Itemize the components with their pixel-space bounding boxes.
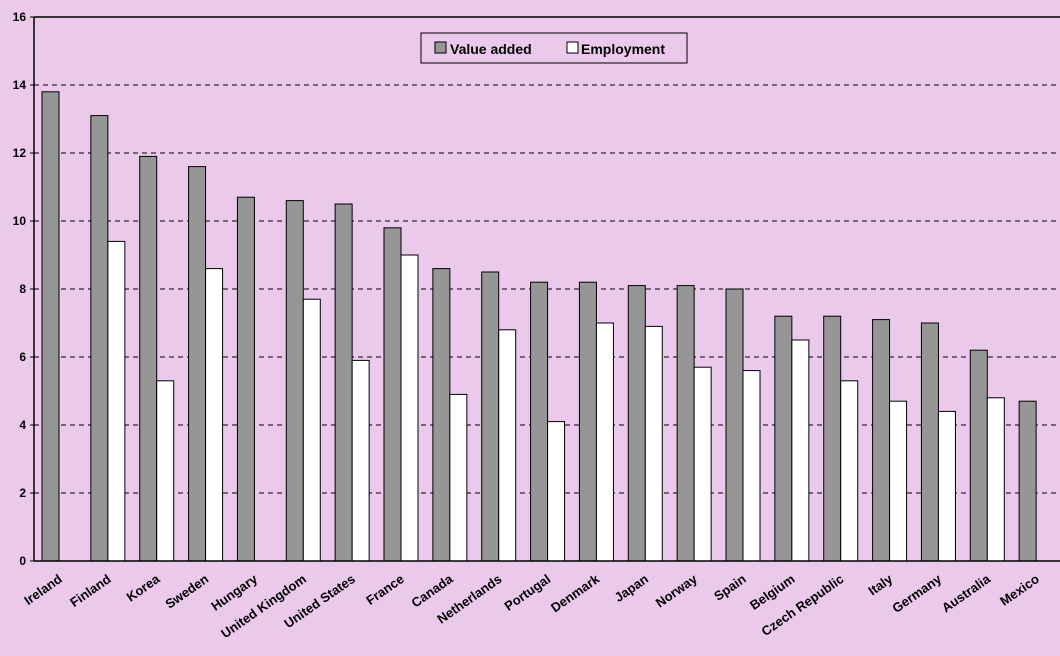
bar-value-added xyxy=(823,315,842,562)
y-tick-label: 0 xyxy=(19,554,26,568)
bars xyxy=(41,91,1037,562)
bar-employment xyxy=(595,322,614,562)
x-category-label: Korea xyxy=(124,571,163,605)
x-category-label: Australia xyxy=(939,571,994,616)
bar-value-added xyxy=(188,166,207,562)
bar-value-added xyxy=(969,349,988,562)
bar-employment xyxy=(644,325,663,562)
x-category-label: Japan xyxy=(612,571,651,605)
x-category-label: United Kingdom xyxy=(218,571,309,641)
bar-employment xyxy=(302,298,321,562)
bar-value-added xyxy=(774,315,793,562)
bar-value-added xyxy=(236,196,255,562)
y-tick-label: 12 xyxy=(13,146,27,160)
bar-value-added xyxy=(578,281,597,562)
y-tick-label: 6 xyxy=(19,350,26,364)
bar-value-added xyxy=(872,319,891,562)
bar-value-added xyxy=(530,281,549,562)
bar-employment xyxy=(205,268,224,562)
legend: Value added Employment xyxy=(420,32,688,64)
bar-value-added xyxy=(725,288,744,562)
legend-swatch-value-added xyxy=(434,41,447,54)
bar-employment xyxy=(889,400,908,562)
bar-value-added xyxy=(676,285,695,562)
bar-employment xyxy=(547,421,566,562)
legend-label-value-added: Value added xyxy=(450,41,532,57)
bar-value-added xyxy=(627,285,646,562)
bar-value-added xyxy=(90,115,109,562)
bar-value-added xyxy=(432,268,451,562)
bar-value-added xyxy=(285,200,304,562)
y-axis-ticks: 0 2 4 6 8 10 12 14 16 xyxy=(13,10,34,568)
bar-value-added xyxy=(334,203,353,562)
x-category-label: Spain xyxy=(711,571,749,604)
y-tick-label: 4 xyxy=(19,418,26,432)
x-category-label: France xyxy=(363,571,407,608)
bar-value-added xyxy=(139,155,158,562)
bar-employment xyxy=(742,370,761,562)
bar-employment xyxy=(107,240,126,562)
x-category-label: Finland xyxy=(67,571,114,610)
x-category-label: Portugal xyxy=(501,571,553,614)
y-tick-label: 2 xyxy=(19,486,26,500)
x-category-label: Norway xyxy=(653,571,701,611)
legend-label-employment: Employment xyxy=(581,41,665,57)
x-category-label: Mexico xyxy=(997,571,1042,609)
bar-employment xyxy=(693,366,712,562)
bar-employment xyxy=(400,254,419,562)
legend-swatch-employment xyxy=(566,41,579,54)
x-category-label: Ireland xyxy=(21,571,65,608)
bar-value-added xyxy=(481,271,500,562)
bar-employment xyxy=(791,339,810,562)
y-tick-label: 10 xyxy=(13,214,27,228)
bar-employment xyxy=(840,380,859,562)
y-tick-label: 8 xyxy=(19,282,26,296)
x-category-label: Sweden xyxy=(162,571,211,611)
bar-value-added xyxy=(920,322,939,562)
bar-employment xyxy=(156,380,175,562)
x-category-label: Germany xyxy=(889,571,944,616)
bar-value-added xyxy=(383,227,402,562)
bar-employment xyxy=(351,359,370,562)
bar-value-added xyxy=(41,91,60,562)
bar-employment xyxy=(449,393,468,562)
bar-employment xyxy=(986,397,1005,562)
bar-value-added xyxy=(1018,400,1037,562)
bar-employment xyxy=(498,329,517,562)
bar-employment xyxy=(937,410,956,562)
x-category-label: Denmark xyxy=(548,571,603,616)
y-tick-label: 16 xyxy=(13,10,27,24)
legend-box xyxy=(420,32,688,64)
x-category-label: Italy xyxy=(865,571,896,599)
y-tick-label: 14 xyxy=(13,78,27,92)
x-category-label: Czech Republic xyxy=(759,571,847,639)
